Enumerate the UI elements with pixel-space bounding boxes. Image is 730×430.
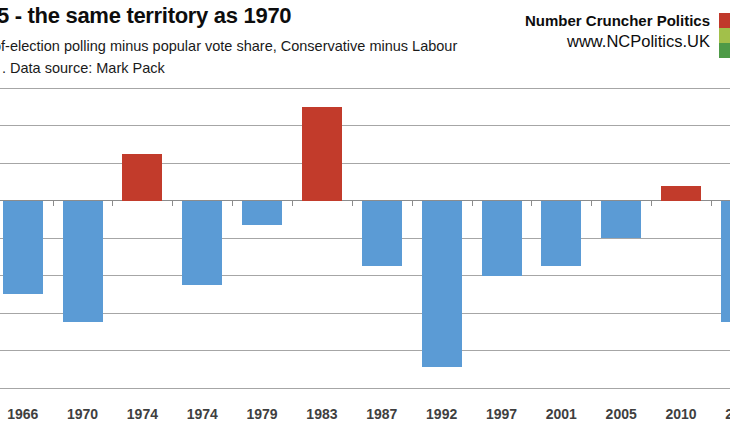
x-axis-label-1974-2: 1974 bbox=[112, 406, 172, 422]
axis-tick bbox=[591, 201, 592, 206]
gridline bbox=[0, 313, 730, 314]
bar-1966-0 bbox=[3, 201, 43, 295]
x-axis-label-2001-9: 2001 bbox=[531, 406, 591, 422]
x-axis-label-1966-0: 1966 bbox=[0, 406, 53, 422]
bar-2001-9 bbox=[541, 201, 581, 267]
gridline bbox=[0, 88, 730, 89]
x-axis-label-1983-5: 1983 bbox=[292, 406, 352, 422]
x-axis-label-1997-8: 1997 bbox=[472, 406, 532, 422]
gridline bbox=[0, 275, 730, 276]
bar-2015-12 bbox=[721, 201, 730, 323]
bar-1974-3 bbox=[182, 201, 222, 285]
chart-screenshot: 5 - the same territory as 1970 of-electi… bbox=[0, 0, 730, 430]
gridline bbox=[0, 350, 730, 351]
gridline bbox=[0, 388, 730, 389]
x-axis-label-1974-3: 1974 bbox=[172, 406, 232, 422]
gridline bbox=[0, 163, 730, 164]
x-axis-label-2010-11: 2010 bbox=[651, 406, 711, 422]
x-axis-label-1970-1: 1970 bbox=[53, 406, 113, 422]
bar-1983-5 bbox=[302, 107, 342, 201]
axis-tick bbox=[172, 201, 173, 206]
axis-tick bbox=[112, 201, 113, 206]
axis-tick bbox=[292, 201, 293, 206]
bar-chart: 1966197019741974197919831987199219972001… bbox=[0, 0, 730, 430]
bar-1987-6 bbox=[362, 201, 402, 267]
axis-tick bbox=[232, 201, 233, 206]
axis-tick bbox=[531, 201, 532, 206]
bar-1974-2 bbox=[122, 154, 162, 201]
gridline bbox=[0, 125, 730, 126]
axis-tick bbox=[711, 201, 712, 206]
bar-2005-10 bbox=[601, 201, 641, 239]
x-axis-label-2005-10: 2005 bbox=[591, 406, 651, 422]
x-axis-label-1987-6: 1987 bbox=[352, 406, 412, 422]
axis-tick bbox=[472, 201, 473, 206]
axis-tick bbox=[53, 201, 54, 206]
x-axis-label-1979-4: 1979 bbox=[232, 406, 292, 422]
axis-tick bbox=[352, 201, 353, 206]
bar-1997-8 bbox=[482, 201, 522, 276]
bar-1992-7 bbox=[422, 201, 462, 368]
axis-tick bbox=[412, 201, 413, 206]
bar-1970-1 bbox=[63, 201, 103, 323]
bar-2010-11 bbox=[661, 186, 701, 201]
x-axis-label-2015-12: 2015 bbox=[711, 406, 730, 422]
axis-tick bbox=[651, 201, 652, 206]
bar-1979-4 bbox=[242, 201, 282, 225]
x-axis-label-1992-7: 1992 bbox=[412, 406, 472, 422]
